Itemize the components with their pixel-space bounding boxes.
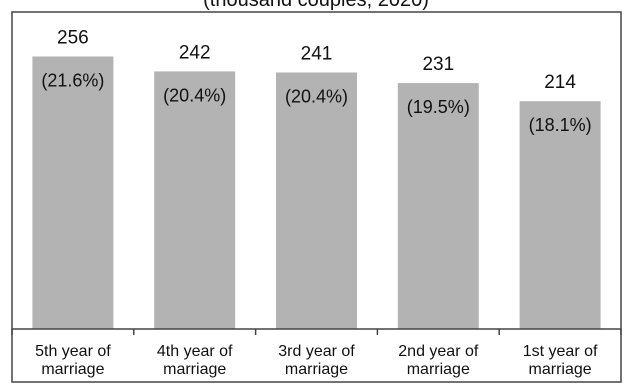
bar-value-label-1: 256 bbox=[57, 28, 89, 49]
x-tick-label-3-line-2: marriage bbox=[285, 361, 348, 378]
bar-5 bbox=[519, 101, 601, 329]
bar-3 bbox=[276, 72, 357, 329]
x-tick-label-4-line-1: 2nd year of bbox=[398, 343, 479, 360]
x-tick-label-4-line-2: marriage bbox=[407, 361, 470, 378]
bar-1 bbox=[32, 56, 114, 329]
x-tick-label-5-line-1: 1st year of bbox=[523, 343, 598, 360]
bar-value-label-5: 214 bbox=[544, 72, 576, 93]
bar-share-label-4: (19.5%) bbox=[407, 97, 470, 117]
chart-subtitle: (thousand couples, 2020) bbox=[203, 0, 429, 11]
bar-4 bbox=[397, 83, 479, 329]
bars-layer: 256 (21.6%) 242 (20.4%) 241 (20.4%) 231 (19.5%)… bbox=[32, 28, 601, 330]
x-tick-label-2-line-1: 4th year of bbox=[157, 343, 233, 360]
bar-value-label-3: 241 bbox=[301, 44, 333, 65]
bar-value-label-2: 242 bbox=[179, 42, 211, 63]
x-axis-ticks bbox=[11, 329, 622, 335]
bar-2 bbox=[154, 71, 236, 330]
bar-share-label-2: (20.4%) bbox=[163, 85, 226, 105]
bar-share-label-3: (20.4%) bbox=[285, 87, 348, 107]
x-tick-label-3-line-1: 3rd year of bbox=[278, 343, 355, 360]
x-tick-label-1-line-2: marriage bbox=[41, 361, 104, 378]
x-tick-label-5-line-2: marriage bbox=[529, 361, 592, 378]
bar-share-label-1: (21.6%) bbox=[41, 71, 104, 91]
bar-value-label-4: 231 bbox=[422, 54, 454, 75]
bar-share-label-5: (18.1%) bbox=[529, 115, 592, 135]
x-tick-label-2-line-2: marriage bbox=[163, 361, 226, 378]
x-tick-label-1-line-1: 5th year of bbox=[35, 343, 111, 360]
